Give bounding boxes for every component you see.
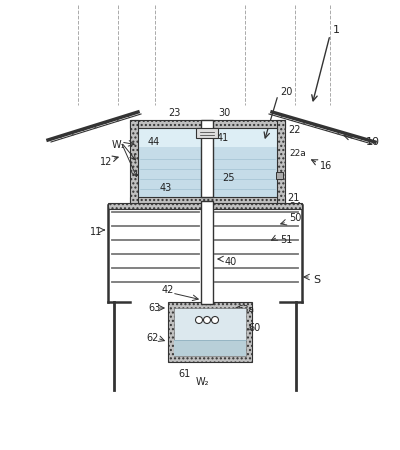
Bar <box>168 302 252 362</box>
Text: 63a: 63a <box>237 305 254 314</box>
Bar <box>201 201 213 304</box>
Text: 21: 21 <box>287 193 299 203</box>
Bar <box>138 128 277 197</box>
Text: 44: 44 <box>148 137 160 147</box>
Text: 60: 60 <box>248 323 260 333</box>
Bar <box>130 197 285 205</box>
Bar <box>277 120 285 205</box>
Bar <box>108 203 302 209</box>
Text: 20: 20 <box>280 87 292 97</box>
Text: 63: 63 <box>148 303 160 313</box>
Circle shape <box>212 316 218 324</box>
Text: 25: 25 <box>222 173 234 183</box>
Text: 40: 40 <box>225 257 237 267</box>
Circle shape <box>196 316 202 324</box>
Text: 22a: 22a <box>289 149 306 158</box>
Text: 43: 43 <box>160 183 172 193</box>
Bar <box>196 128 218 138</box>
Circle shape <box>204 316 210 324</box>
Text: 51: 51 <box>280 235 292 245</box>
Text: 50: 50 <box>289 213 301 223</box>
Bar <box>174 308 246 356</box>
Text: 11: 11 <box>90 227 102 237</box>
Text: 41: 41 <box>217 133 229 143</box>
Bar <box>174 340 246 356</box>
Text: W₂: W₂ <box>195 377 209 387</box>
Text: 12: 12 <box>100 157 112 167</box>
Bar <box>201 120 213 197</box>
Text: 22: 22 <box>288 125 300 135</box>
Text: 61: 61 <box>178 369 190 379</box>
Text: 42: 42 <box>162 285 174 295</box>
Text: W₁: W₁ <box>112 140 126 150</box>
Text: 1: 1 <box>333 25 340 35</box>
Text: 16: 16 <box>320 161 332 171</box>
Text: 62: 62 <box>146 333 158 343</box>
Bar <box>130 120 138 205</box>
Text: 24: 24 <box>289 202 301 212</box>
Bar <box>276 172 283 179</box>
Text: 23: 23 <box>168 108 180 118</box>
Text: 10: 10 <box>366 137 380 147</box>
Bar <box>130 120 285 128</box>
Bar <box>138 147 277 197</box>
Text: S: S <box>313 275 320 285</box>
Text: 30: 30 <box>218 108 230 118</box>
